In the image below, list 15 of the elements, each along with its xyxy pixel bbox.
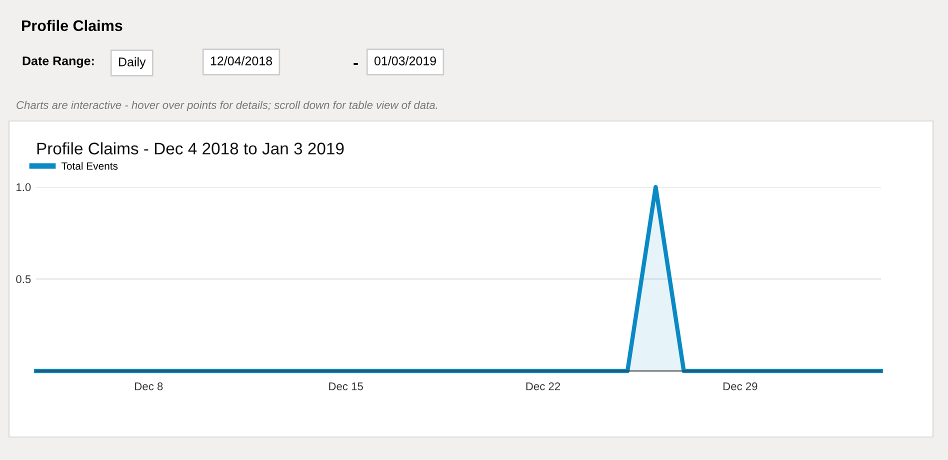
- x-tick-label: Dec 29: [723, 382, 758, 390]
- text: Daily: [119, 57, 146, 69]
- y-tick-label: 1.0: [16, 183, 31, 192]
- x-tick-label: Dec 8: [135, 382, 163, 390]
- x-tick-label: Dec 22: [526, 382, 560, 390]
- x-tick-label: Dec 15: [329, 382, 363, 390]
- y-tick-label: 0.5: [16, 275, 31, 284]
- text: -: [354, 62, 358, 65]
- text: Date Range:: [22, 56, 94, 68]
- chart-title: Profile Claims - Dec 4 2018 to Jan 3 2019: [37, 142, 344, 154]
- text: Profile Claims: [22, 20, 122, 32]
- text: Charts are interactive - hover over points for details; scroll down for table view of data.: [16, 100, 438, 112]
- text: 12/04/2018: [210, 56, 272, 66]
- text: 01/03/2019: [374, 56, 436, 66]
- legend-label: Total Events: [61, 162, 118, 170]
